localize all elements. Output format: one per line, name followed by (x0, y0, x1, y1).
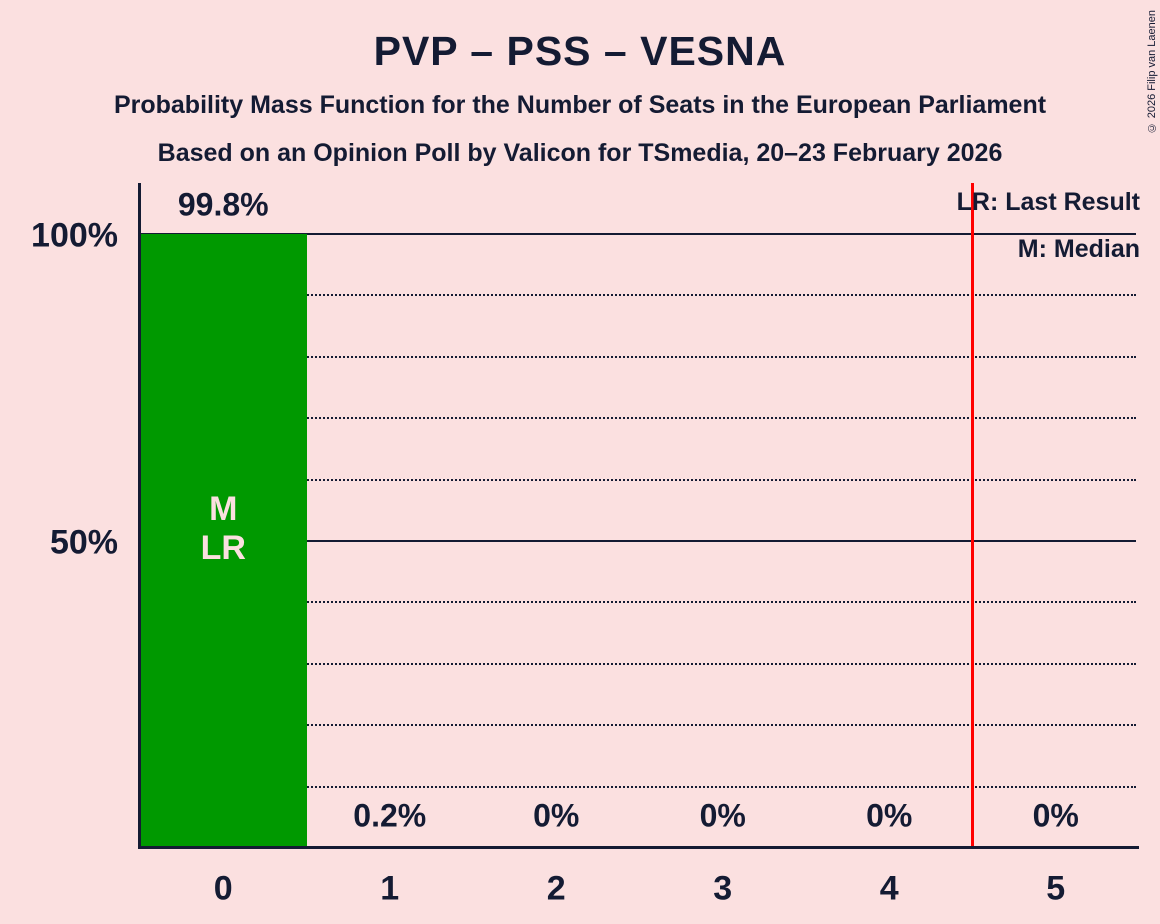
legend-last-result: LR: Last Result (956, 188, 1140, 216)
gridline-70pct (140, 417, 1136, 420)
gridline-60pct (140, 478, 1136, 481)
threshold-line (971, 183, 974, 847)
bar-value-label-seat-3: 0% (699, 797, 746, 834)
annotation-line-lr: LR (200, 529, 246, 567)
chart-source-line: Based on an Opinion Poll by Valicon for … (157, 139, 1003, 167)
bar-seat-0 (140, 234, 307, 847)
bar-value-label-seat-4: 0% (866, 797, 913, 834)
gridline-100pct-solid (140, 233, 1136, 235)
gridline-30pct (140, 662, 1136, 665)
chart-subtitle: Probability Mass Function for the Number… (113, 91, 1047, 119)
gridline-40pct (140, 601, 1136, 604)
x-axis-line (138, 846, 1139, 849)
copyright-label: © 2026 Filip van Laenen (1146, 10, 1158, 134)
gridline-20pct (140, 724, 1136, 727)
gridline-10pct (140, 785, 1136, 788)
y-axis-label-50: 50% (49, 523, 118, 562)
bar-value-label-seat-5: 0% (1032, 797, 1079, 834)
annotation-line-m: M (209, 490, 238, 528)
y-axis-label-100: 100% (31, 216, 118, 255)
gridline-50pct-solid (140, 540, 1136, 542)
x-axis-label-seat-1: 1 (380, 869, 400, 908)
x-axis-label-seat-5: 5 (1046, 869, 1066, 908)
x-axis-label-seat-2: 2 (546, 869, 566, 908)
x-axis-label-seat-0: 0 (213, 869, 233, 908)
bar-value-label-seat-2: 0% (533, 797, 580, 834)
bar-value-label-seat-1: 0.2% (353, 797, 427, 834)
gridline-80pct (140, 355, 1136, 358)
x-axis-label-seat-3: 3 (713, 869, 733, 908)
chart-title: PVP – PSS – VESNA (373, 28, 787, 74)
median-last-result-annotation: M LR (201, 490, 246, 568)
legend-median: M: Median (1017, 235, 1140, 263)
gridline-90pct (140, 294, 1136, 297)
x-axis-label-seat-4: 4 (879, 869, 899, 908)
bar-value-label-seat-0: 99.8% (177, 186, 269, 223)
y-axis-line (138, 183, 141, 847)
